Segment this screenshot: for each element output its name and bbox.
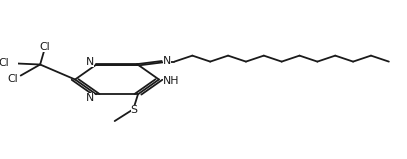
Text: S: S bbox=[131, 105, 138, 115]
Text: NH: NH bbox=[163, 76, 179, 86]
Text: Cl: Cl bbox=[8, 74, 18, 84]
Text: N: N bbox=[162, 55, 171, 66]
Text: Cl: Cl bbox=[0, 58, 9, 68]
Text: N: N bbox=[86, 57, 94, 67]
Text: Cl: Cl bbox=[39, 42, 50, 52]
Text: N: N bbox=[86, 93, 94, 103]
